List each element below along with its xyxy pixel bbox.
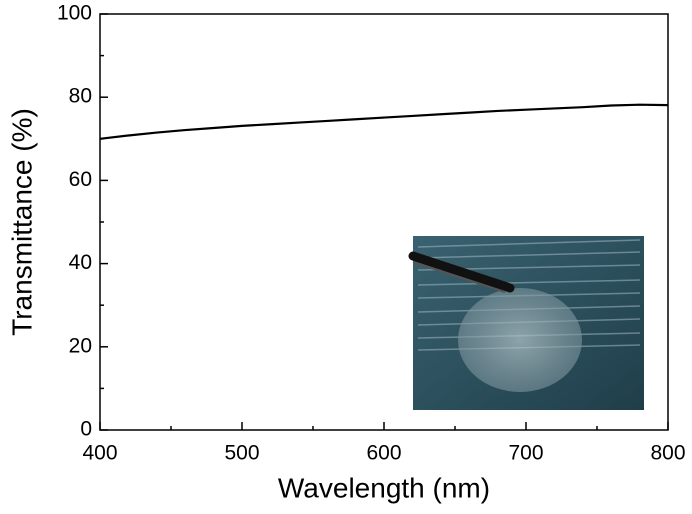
y-tick-label: 20 bbox=[69, 334, 92, 357]
data-line bbox=[99, 103, 669, 140]
x-tick-label: 500 bbox=[224, 442, 259, 465]
x-tick-label: 700 bbox=[508, 442, 543, 465]
y-axis-label: Transmittance (%) bbox=[6, 108, 37, 336]
y-tick-label: 60 bbox=[69, 168, 92, 191]
y-tick-label: 100 bbox=[57, 2, 92, 25]
y-tick-label: 80 bbox=[69, 85, 92, 108]
y-tick-label: 40 bbox=[69, 251, 92, 274]
inset-photo bbox=[408, 236, 644, 410]
x-tick-label: 400 bbox=[82, 442, 117, 465]
x-axis-label: Wavelength (nm) bbox=[278, 472, 490, 503]
x-tick-label: 600 bbox=[366, 442, 401, 465]
x-tick-label: 800 bbox=[650, 442, 685, 465]
y-tick-label: 0 bbox=[80, 418, 92, 441]
